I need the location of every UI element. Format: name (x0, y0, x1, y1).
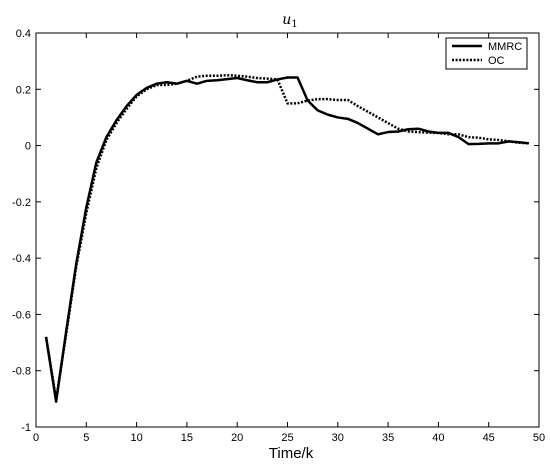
x-tick-label: 10 (130, 432, 142, 444)
title-main: u (282, 12, 291, 28)
x-tick-label: 50 (533, 432, 545, 444)
x-tick-label: 5 (83, 432, 89, 444)
y-tick-label: 0.4 (16, 28, 31, 40)
x-tick-label: 30 (332, 432, 344, 444)
y-tick-label: -0.4 (12, 253, 31, 265)
x-tick-label: 15 (181, 432, 193, 444)
y-tick-label: -0.6 (12, 309, 31, 321)
x-tick-label: 45 (483, 432, 495, 444)
x-tick-label: 20 (231, 432, 243, 444)
x-tick-label: 0 (33, 432, 39, 444)
y-tick-label: 0.2 (16, 84, 31, 96)
legend-label-oc: OC (488, 55, 505, 67)
series-layer (44, 73, 530, 403)
series-line-mmrc (44, 76, 530, 403)
legend-box (445, 37, 528, 70)
x-tick-label: 40 (432, 432, 444, 444)
x-tick-label: 25 (281, 432, 293, 444)
legend: MMRC OC (445, 37, 528, 70)
y-tick-label: -0.2 (12, 197, 31, 209)
x-tick-label: 35 (382, 432, 394, 444)
y-tick-label: -1 (21, 422, 31, 434)
y-tick-label: 0 (25, 141, 31, 153)
x-axis-label: Time/k (269, 445, 314, 462)
title-subscript: 1 (291, 19, 297, 30)
axis-ticks: 0 5 10 15 20 25 30 35 40 45 50 0.4 0.2 0 -0.2 -0.4 -0.6 -… (12, 28, 545, 444)
chart-title: u1 (282, 12, 297, 30)
legend-label-mmrc: MMRC (488, 41, 522, 53)
series-line-oc (44, 73, 530, 401)
y-tick-label: -0.8 (12, 366, 31, 378)
